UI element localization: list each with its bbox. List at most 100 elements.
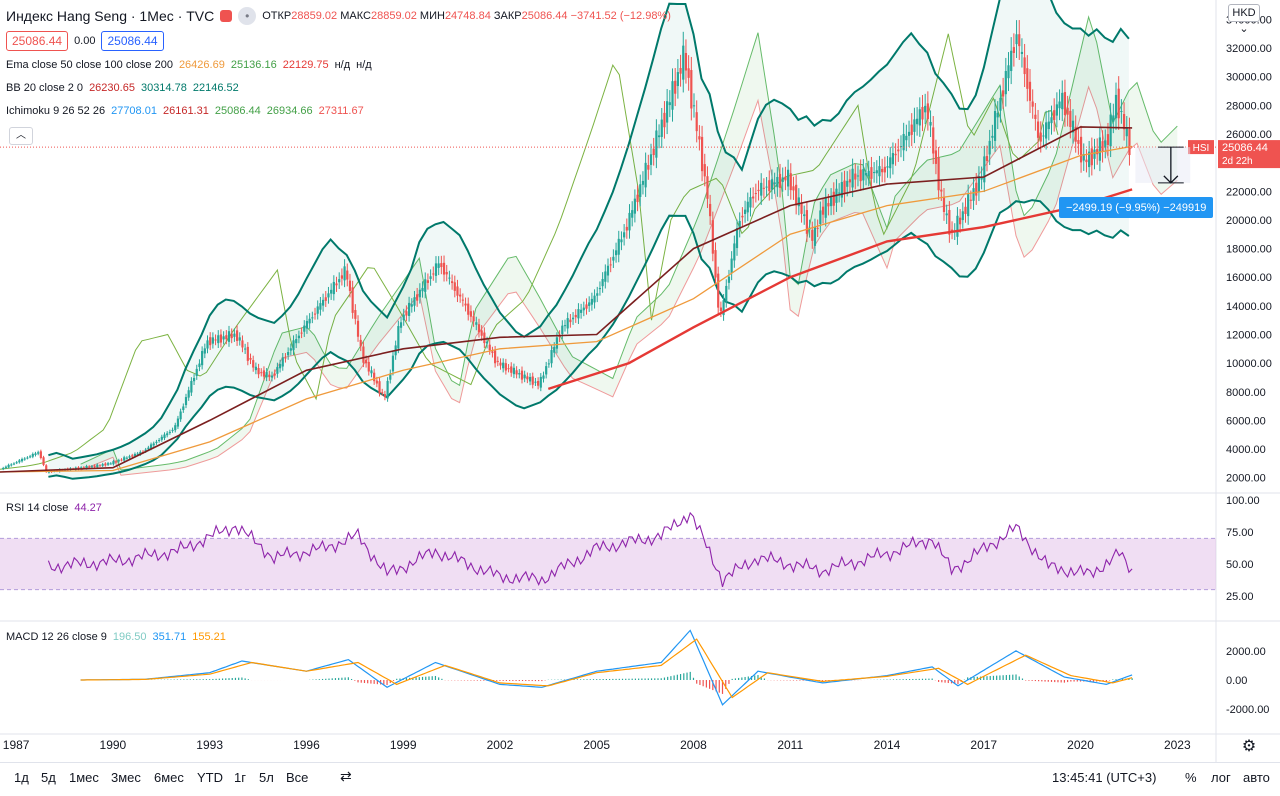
candle-body bbox=[851, 168, 854, 188]
candle-body bbox=[254, 366, 257, 371]
candle-body bbox=[945, 213, 948, 216]
x-tick-label: 2017 bbox=[970, 738, 997, 752]
candle-body bbox=[18, 460, 21, 463]
collapse-icon[interactable]: ︿ bbox=[9, 127, 33, 145]
compare-icon[interactable]: ⇄ bbox=[340, 768, 352, 784]
candle-body bbox=[4, 466, 8, 468]
bb-legend[interactable]: BB 20 close 2 0 26230.65 30314.78 22146.… bbox=[6, 82, 239, 94]
candle-body bbox=[217, 335, 220, 344]
candle-body bbox=[120, 459, 123, 461]
symbol-title[interactable]: Индекс Hang Seng · 1Мес · TVC bbox=[6, 8, 215, 24]
rsi-label: RSI 14 close bbox=[6, 502, 69, 514]
timeframe-all[interactable]: Все bbox=[286, 770, 309, 785]
candle-body bbox=[383, 394, 387, 397]
candle-body bbox=[370, 370, 373, 374]
candle-body bbox=[942, 197, 946, 212]
candle-body bbox=[163, 434, 166, 439]
candle-body bbox=[950, 229, 954, 231]
candle-body bbox=[614, 250, 618, 256]
candle-body bbox=[246, 346, 249, 361]
currency-select[interactable]: HKD ⌄ bbox=[1228, 4, 1260, 35]
timeframe-3m[interactable]: 3мес bbox=[111, 770, 141, 785]
candle-body bbox=[905, 135, 908, 141]
candle-body bbox=[203, 348, 206, 354]
candle-body bbox=[136, 453, 139, 455]
candle-body bbox=[542, 375, 545, 379]
candle-body bbox=[445, 271, 448, 275]
percent-toggle[interactable]: % bbox=[1185, 770, 1197, 785]
candle-body bbox=[657, 135, 661, 138]
candle-body bbox=[211, 337, 214, 344]
candle-body bbox=[1042, 135, 1045, 137]
candle-body bbox=[660, 119, 663, 137]
candle-body bbox=[563, 325, 567, 327]
candle-body bbox=[838, 192, 841, 194]
auto-toggle[interactable]: авто bbox=[1243, 770, 1270, 785]
candle-body bbox=[407, 302, 411, 316]
candle-body bbox=[719, 307, 722, 312]
candle-body bbox=[469, 311, 473, 317]
candle-body bbox=[848, 179, 852, 183]
chart-canvas[interactable]: 34000.0032000.0030000.0028000.0026000.00… bbox=[0, 0, 1280, 762]
candle-body bbox=[604, 271, 607, 282]
candle-body bbox=[921, 106, 924, 120]
candle-body bbox=[754, 193, 757, 195]
ichimoku-legend[interactable]: Ichimoku 9 26 52 26 27708.01 26161.31 25… bbox=[6, 105, 364, 117]
macd-pane bbox=[80, 629, 1133, 706]
candle-body bbox=[34, 453, 37, 455]
spread-value: 0.00 bbox=[74, 35, 96, 47]
ema-value-3: 22129.75 bbox=[282, 59, 329, 71]
timeframe-1m[interactable]: 1мес bbox=[69, 770, 99, 785]
candle-body bbox=[512, 367, 516, 375]
candle-body bbox=[988, 140, 991, 155]
open-value: 28859.02 bbox=[291, 10, 338, 22]
timeframe-ytd[interactable]: YTD bbox=[197, 770, 223, 785]
candle-body bbox=[682, 45, 685, 80]
ask-box[interactable]: 25086.44 bbox=[101, 31, 164, 51]
candle-body bbox=[359, 339, 362, 347]
candle-body bbox=[985, 156, 989, 162]
candle-body bbox=[510, 366, 513, 373]
candle-body bbox=[29, 456, 32, 458]
candle-body bbox=[735, 227, 739, 249]
candle-body bbox=[1018, 34, 1021, 47]
candle-body bbox=[235, 330, 239, 341]
price-tag-countdown: 2d 22h bbox=[1222, 156, 1253, 167]
change-value: −3741.52 (−12.98%) bbox=[570, 10, 671, 22]
candle-body bbox=[1055, 104, 1058, 116]
candle-body bbox=[859, 169, 862, 182]
candle-body bbox=[612, 256, 615, 261]
low-value: 24748.84 bbox=[444, 10, 491, 22]
timeframe-1y[interactable]: 1г bbox=[234, 770, 246, 785]
candle-body bbox=[889, 157, 892, 169]
ema-legend[interactable]: Ema close 50 close 100 close 200 26426.6… bbox=[6, 59, 372, 71]
timeframe-5y[interactable]: 5л bbox=[259, 770, 274, 785]
candle-body bbox=[1088, 151, 1091, 168]
macd-legend[interactable]: MACD 12 26 close 9 196.50 351.71 155.21 bbox=[6, 631, 226, 643]
candle-body bbox=[373, 372, 376, 382]
candle-body bbox=[752, 196, 755, 199]
log-toggle[interactable]: лог bbox=[1211, 770, 1231, 785]
candle-body bbox=[623, 232, 626, 238]
candle-body bbox=[1069, 110, 1072, 127]
timeframe-5d[interactable]: 5д bbox=[41, 770, 56, 785]
candle-body bbox=[104, 463, 107, 466]
macd-value-3: 155.21 bbox=[192, 631, 226, 643]
ema-value-5: н/д bbox=[356, 59, 372, 71]
bid-box[interactable]: 25086.44 bbox=[6, 31, 69, 51]
candle-body bbox=[910, 124, 913, 135]
timeframe-6m[interactable]: 6мес bbox=[154, 770, 184, 785]
candle-body bbox=[115, 461, 118, 463]
candle-body bbox=[1010, 50, 1013, 72]
settings-gear-icon[interactable]: ⚙ bbox=[1242, 736, 1256, 755]
candle-body bbox=[596, 293, 599, 296]
candle-body bbox=[502, 362, 505, 369]
currency-label: HKD bbox=[1232, 7, 1256, 19]
candle-body bbox=[816, 227, 819, 229]
x-tick-label: 2002 bbox=[487, 738, 514, 752]
timeframe-1d[interactable]: 1д bbox=[14, 770, 29, 785]
rsi-legend[interactable]: RSI 14 close 44.27 bbox=[6, 502, 102, 514]
flag-icon[interactable] bbox=[220, 10, 233, 22]
more-icon[interactable]: • bbox=[238, 7, 257, 25]
symbol-title-row: Индекс Hang Seng · 1Мес · TVC • ОТКР2885… bbox=[6, 7, 671, 25]
